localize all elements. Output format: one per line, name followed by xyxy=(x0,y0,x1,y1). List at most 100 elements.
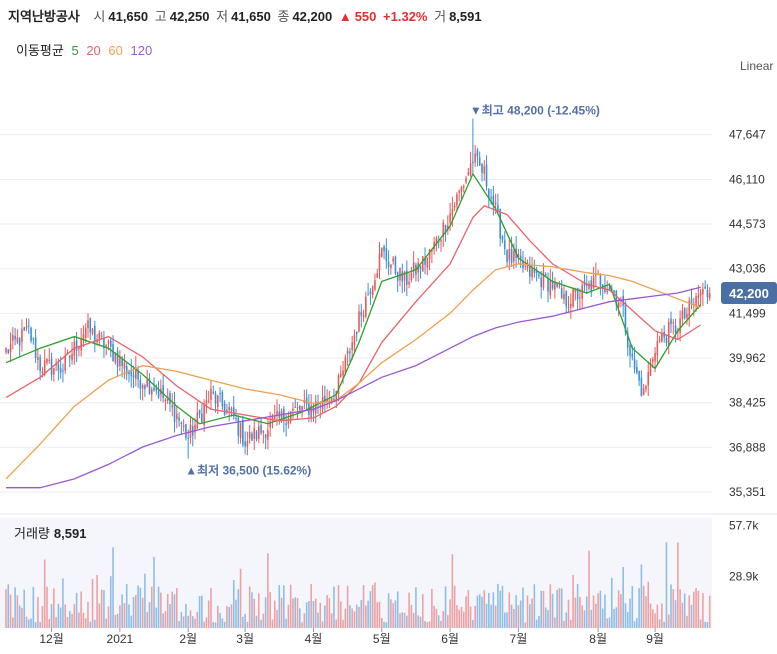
candle-body xyxy=(595,274,597,276)
candle-body xyxy=(353,334,356,346)
volume-bar xyxy=(18,605,21,628)
candle-body xyxy=(406,270,408,285)
volume-bar xyxy=(447,615,449,628)
volume-tick-label: 57.7k xyxy=(729,519,759,533)
volume-bar xyxy=(556,589,558,628)
volume-bar xyxy=(75,592,78,628)
volume-bar xyxy=(647,581,650,628)
candle-body xyxy=(503,240,506,249)
volume-bar xyxy=(636,618,638,628)
volume-bar xyxy=(529,604,531,628)
volume-bar xyxy=(679,589,681,628)
volume-bar xyxy=(155,607,158,628)
candle-body xyxy=(431,249,433,252)
candle-body xyxy=(173,402,176,422)
volume-bar xyxy=(228,607,230,628)
ma-5-legend[interactable]: 5 xyxy=(71,43,79,58)
volume-bar xyxy=(369,591,372,628)
candle-body xyxy=(599,274,602,286)
volume-bar xyxy=(517,605,520,628)
volume-bar xyxy=(84,618,87,628)
volume-bar xyxy=(305,602,308,628)
candle-body xyxy=(642,388,645,395)
candle-body xyxy=(32,338,35,340)
volume-bar xyxy=(462,611,465,628)
volume-bar xyxy=(21,607,23,628)
ma-120-legend[interactable]: 120 xyxy=(130,43,153,58)
candle-body xyxy=(408,281,410,285)
ma-60-legend[interactable]: 60 xyxy=(108,43,123,58)
candle-body xyxy=(27,325,30,327)
candle-body xyxy=(148,378,151,394)
volume-bar xyxy=(37,597,39,628)
candle-body xyxy=(401,271,404,282)
volume-bar xyxy=(244,613,246,628)
close-value: 42,200 xyxy=(292,9,333,24)
volume-bar xyxy=(212,622,215,628)
candle-body xyxy=(78,347,80,350)
candle-body xyxy=(674,325,677,333)
volume-bar xyxy=(610,577,613,628)
volume-bar xyxy=(283,585,285,628)
candle-body xyxy=(324,395,326,402)
candle-body xyxy=(137,369,139,380)
volume-bar xyxy=(178,621,180,628)
candle-body xyxy=(526,262,529,269)
volume-bar xyxy=(485,603,488,628)
candle-body xyxy=(410,272,413,280)
ma-20-legend[interactable]: 20 xyxy=(86,43,101,58)
candle-body xyxy=(294,406,297,408)
date-tick-label: 4월 xyxy=(305,632,323,646)
candle-body xyxy=(239,423,242,439)
candle-body xyxy=(273,416,276,419)
volume-bar xyxy=(319,602,322,628)
volume-bar xyxy=(385,622,388,628)
volume-bar xyxy=(476,595,479,628)
candle-body xyxy=(474,153,476,163)
candle-body xyxy=(39,357,41,372)
volume-bar xyxy=(474,605,476,628)
candle-body xyxy=(679,318,681,334)
volume-bar xyxy=(576,584,579,628)
candle-body xyxy=(547,277,549,292)
candle-body xyxy=(214,393,217,404)
scale-toggle[interactable]: Linear xyxy=(740,59,774,73)
volume-bar xyxy=(599,590,602,628)
candle-body xyxy=(298,405,301,411)
candle-body xyxy=(688,300,691,317)
volume-bar xyxy=(73,604,76,628)
candle-body xyxy=(380,248,383,257)
candle-body xyxy=(91,328,94,334)
volume-bar xyxy=(681,602,684,628)
candle-body xyxy=(71,353,73,361)
candle-body xyxy=(333,398,335,401)
high-annotation: ▼최고 48,200 (-12.45%) xyxy=(470,103,600,118)
candle-body xyxy=(305,397,308,405)
volume-bar xyxy=(100,589,103,628)
candle-body xyxy=(544,274,547,276)
volume-bar xyxy=(337,585,340,628)
volume-bar xyxy=(71,613,73,628)
volume-bar xyxy=(392,603,394,628)
volume-bar xyxy=(417,615,420,628)
volume-bar xyxy=(30,618,32,628)
volume-bar xyxy=(137,585,139,628)
volume-bar xyxy=(661,603,663,628)
volume-bar xyxy=(708,595,711,628)
candle-body xyxy=(112,344,114,362)
candle-body xyxy=(89,317,92,333)
candle-body xyxy=(451,208,454,215)
date-tick-label: 7월 xyxy=(510,632,528,646)
volume-bar xyxy=(160,592,162,628)
candle-body xyxy=(21,329,23,343)
volume-bar xyxy=(153,556,155,628)
volume-bar xyxy=(501,585,504,628)
moving-average-legend[interactable]: 이동평균 5 20 60 120 xyxy=(16,40,156,59)
volume-bar xyxy=(264,597,267,628)
candle-body xyxy=(87,320,89,328)
volume-bar xyxy=(103,590,105,628)
high-label: 고 xyxy=(154,9,167,24)
candle-body xyxy=(478,157,481,166)
volume-bar xyxy=(697,590,700,628)
